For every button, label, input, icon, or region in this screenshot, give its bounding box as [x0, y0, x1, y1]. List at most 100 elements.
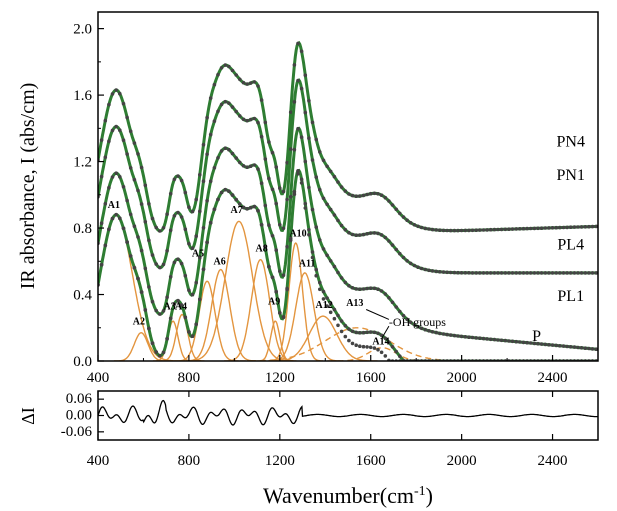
data-point — [310, 207, 315, 212]
x-axis-title-main: Wavenumber(cm — [263, 483, 414, 508]
data-point — [227, 147, 231, 152]
data-point — [296, 169, 300, 173]
data-point — [103, 202, 108, 206]
data-point — [536, 271, 540, 275]
data-point — [299, 86, 304, 91]
spectra — [98, 40, 598, 361]
data-point — [128, 166, 133, 170]
peak-curve-a10 — [268, 242, 324, 361]
data-point — [416, 224, 420, 229]
data-point — [296, 41, 300, 46]
data-point — [234, 156, 238, 160]
data-point — [150, 299, 155, 304]
data-point — [216, 156, 220, 160]
data-point — [136, 152, 140, 156]
data-point — [590, 271, 595, 275]
data-point — [423, 226, 428, 231]
data-point — [278, 186, 282, 190]
data-point — [408, 221, 413, 225]
data-point — [158, 353, 162, 358]
data-point — [365, 192, 369, 197]
data-point — [572, 345, 577, 349]
series-label-pn4: PN4 — [557, 134, 585, 151]
data-point — [488, 271, 493, 275]
series-pn4 — [98, 40, 598, 233]
data-point — [376, 231, 380, 236]
data-point — [419, 266, 424, 271]
data-point — [285, 197, 289, 202]
data-point — [310, 250, 315, 254]
data-point — [139, 165, 144, 170]
data-point — [125, 115, 129, 120]
data-point — [354, 287, 359, 291]
data-point — [485, 337, 489, 341]
data-point — [398, 354, 402, 359]
data-point — [478, 228, 482, 232]
data-point — [354, 330, 359, 335]
data-point — [550, 343, 555, 347]
data-point — [350, 286, 355, 290]
data-point — [376, 331, 380, 336]
data-point — [405, 317, 409, 322]
fit-line-pl4 — [98, 126, 598, 351]
data-point — [343, 323, 348, 328]
data-point — [121, 185, 126, 189]
data-point — [441, 228, 446, 233]
data-point — [543, 342, 548, 347]
data-point — [438, 331, 442, 336]
data-point — [143, 220, 148, 224]
data-point — [328, 302, 333, 306]
data-point — [292, 148, 297, 152]
data-point — [372, 191, 377, 196]
data-point — [143, 308, 148, 312]
data-point — [292, 63, 297, 67]
y-tick-label: 2.0 — [73, 22, 92, 38]
data-point — [128, 212, 133, 217]
data-point — [99, 174, 104, 179]
data-point — [136, 235, 140, 239]
data-point — [361, 344, 366, 349]
data-point — [248, 81, 253, 85]
peak-label-a11: A11 — [299, 258, 316, 269]
peak-curve-a8 — [224, 258, 297, 361]
data-point — [361, 330, 366, 335]
data-point — [194, 280, 198, 285]
series-pl4 — [98, 126, 598, 352]
data-point — [492, 227, 497, 232]
data-point — [350, 329, 355, 334]
data-point — [219, 102, 224, 107]
data-point — [281, 226, 286, 231]
x-tick-label: 2400 — [538, 453, 568, 469]
data-point — [278, 311, 282, 315]
data-point — [147, 326, 151, 331]
data-point — [299, 49, 304, 54]
data-point — [492, 337, 497, 342]
data-point — [296, 78, 300, 83]
data-point — [354, 233, 359, 237]
data-point — [274, 248, 279, 252]
data-point — [307, 185, 311, 190]
peak-curve-a14 — [327, 347, 437, 361]
x-tick-label: 1200 — [265, 453, 295, 469]
data-point — [481, 271, 486, 275]
x-tick-label: 2000 — [447, 370, 477, 386]
data-point — [158, 312, 162, 316]
data-point — [114, 171, 118, 175]
data-point — [118, 128, 122, 132]
data-point — [365, 232, 369, 236]
data-point — [336, 180, 340, 184]
data-point — [336, 270, 340, 275]
data-point — [248, 164, 253, 168]
data-point — [307, 228, 311, 232]
data-point — [401, 255, 406, 260]
data-point — [307, 232, 311, 237]
data-point — [107, 227, 111, 232]
data-point — [158, 229, 162, 233]
data-point — [110, 128, 115, 133]
data-point — [430, 227, 435, 232]
fit-line-pn1 — [98, 78, 598, 275]
data-point — [321, 247, 326, 251]
data-point — [478, 271, 482, 275]
peak-label-a13: A13 — [346, 298, 363, 309]
data-point — [318, 187, 322, 192]
